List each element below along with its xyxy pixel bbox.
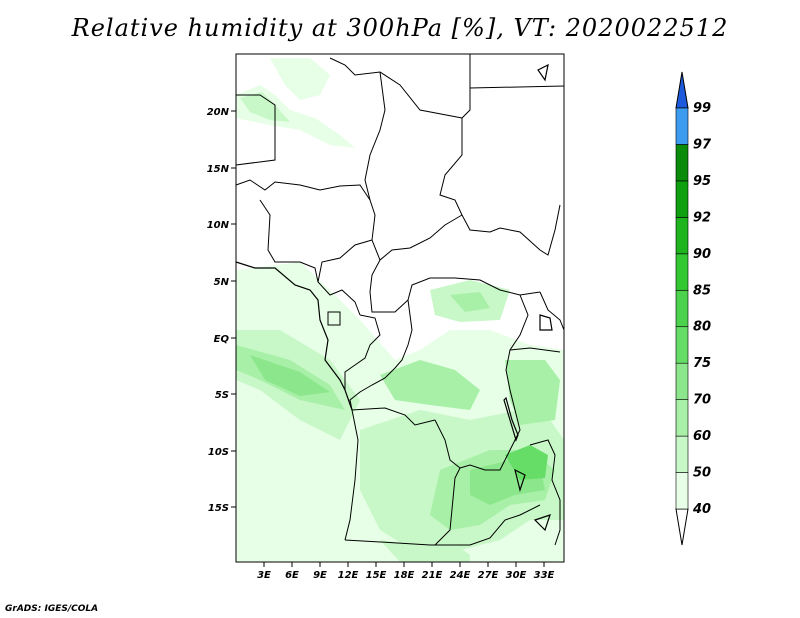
lon-tick-label: 18E <box>394 570 415 581</box>
colorbar-bin <box>675 399 689 437</box>
lat-tick-label: 10S <box>208 447 229 458</box>
chart-title: Relative humidity at 300hPa [%], VT: 202… <box>71 14 729 42</box>
colorbar: 40 50 60 70 75 80 85 90 92 95 97 99 <box>675 71 712 546</box>
lat-tick-label: 15N <box>207 164 230 175</box>
lon-tick-label: 30E <box>506 570 527 581</box>
lat-tick-label: 5S <box>215 390 229 401</box>
lon-tick-label: 33E <box>534 570 555 581</box>
colorbar-level-label: 80 <box>693 320 711 335</box>
lat-tick-label: 5N <box>214 277 230 288</box>
lon-axis: 3E 6E 9E 12E 15E 18E 21E 24E 27E 30E 33E <box>257 562 555 581</box>
lat-tick-label: 20N <box>207 107 230 118</box>
colorbar-level-label: 75 <box>693 356 711 371</box>
coastline <box>235 63 553 532</box>
lon-tick-label: 21E <box>422 570 443 581</box>
colorbar-bin <box>675 362 689 400</box>
colorbar-bin <box>675 144 689 182</box>
lat-tick-label: 10N <box>207 220 230 231</box>
colorbar-level-label: 50 <box>693 466 711 481</box>
colorbar-bin <box>675 472 689 510</box>
lon-tick-label: 9E <box>313 570 327 581</box>
colorbar-bin <box>675 326 689 364</box>
lat-axis: 20N 15N 10N 5N EQ 5S 10S 15S <box>207 107 236 514</box>
colorbar-level-label: 99 <box>693 101 711 116</box>
colorbar-bottom-triangle <box>675 508 689 546</box>
lon-tick-label: 6E <box>285 570 299 581</box>
colorbar-bin <box>675 217 689 255</box>
country-borders <box>235 54 565 546</box>
lon-tick-label: 3E <box>257 570 271 581</box>
credit-text: GrADS: IGES/COLA <box>5 604 99 614</box>
colorbar-bin <box>675 253 689 291</box>
lon-tick-label: 12E <box>338 570 359 581</box>
colorbar-level-label: 92 <box>693 210 711 225</box>
colorbar-level-label: 40 <box>692 502 711 517</box>
colorbar-top-triangle <box>675 71 689 109</box>
colorbar-level-label: 85 <box>693 283 711 298</box>
lat-tick-label: 15S <box>208 503 229 514</box>
colorbar-level-label: 95 <box>693 174 711 189</box>
colorbar-bin <box>675 180 689 218</box>
humidity-shading <box>236 58 564 562</box>
lon-tick-label: 15E <box>366 570 387 581</box>
colorbar-level-label: 97 <box>693 137 712 152</box>
colorbar-bin <box>675 435 689 473</box>
lat-tick-label: EQ <box>214 334 230 345</box>
map-frame <box>235 53 565 563</box>
colorbar-level-label: 70 <box>693 393 711 408</box>
colorbar-bin <box>675 289 689 328</box>
lon-tick-label: 24E <box>450 570 471 581</box>
colorbar-level-label: 90 <box>693 247 711 262</box>
colorbar-bin <box>675 107 689 145</box>
lon-tick-label: 27E <box>478 570 499 581</box>
colorbar-level-label: 60 <box>693 429 711 444</box>
